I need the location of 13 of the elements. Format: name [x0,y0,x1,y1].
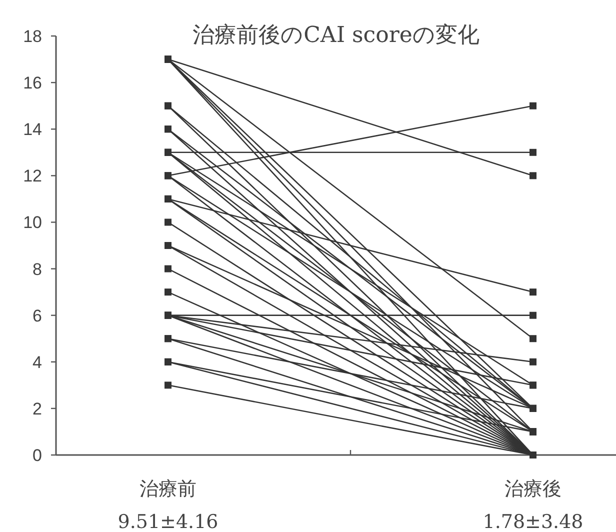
y-tick-label: 12 [23,166,42,186]
y-tick-label: 16 [23,74,42,93]
x-tick-label: 治療前 9.51±4.16 [118,478,218,532]
y-tick-label: 8 [32,260,42,279]
chart-title: 治療前後のCAI scoreの変化 [192,23,480,48]
y-tick-label: 10 [23,213,42,232]
y-tick-label: 0 [32,446,42,465]
y-tick-label: 14 [23,120,42,140]
x-tick-label: 治療後 1.78±3.48 [482,478,584,532]
y-tick-label: 18 [23,27,42,46]
y-tick-label: 2 [32,399,42,418]
y-tick-label: 6 [32,306,42,326]
y-tick-label: 4 [32,352,42,372]
